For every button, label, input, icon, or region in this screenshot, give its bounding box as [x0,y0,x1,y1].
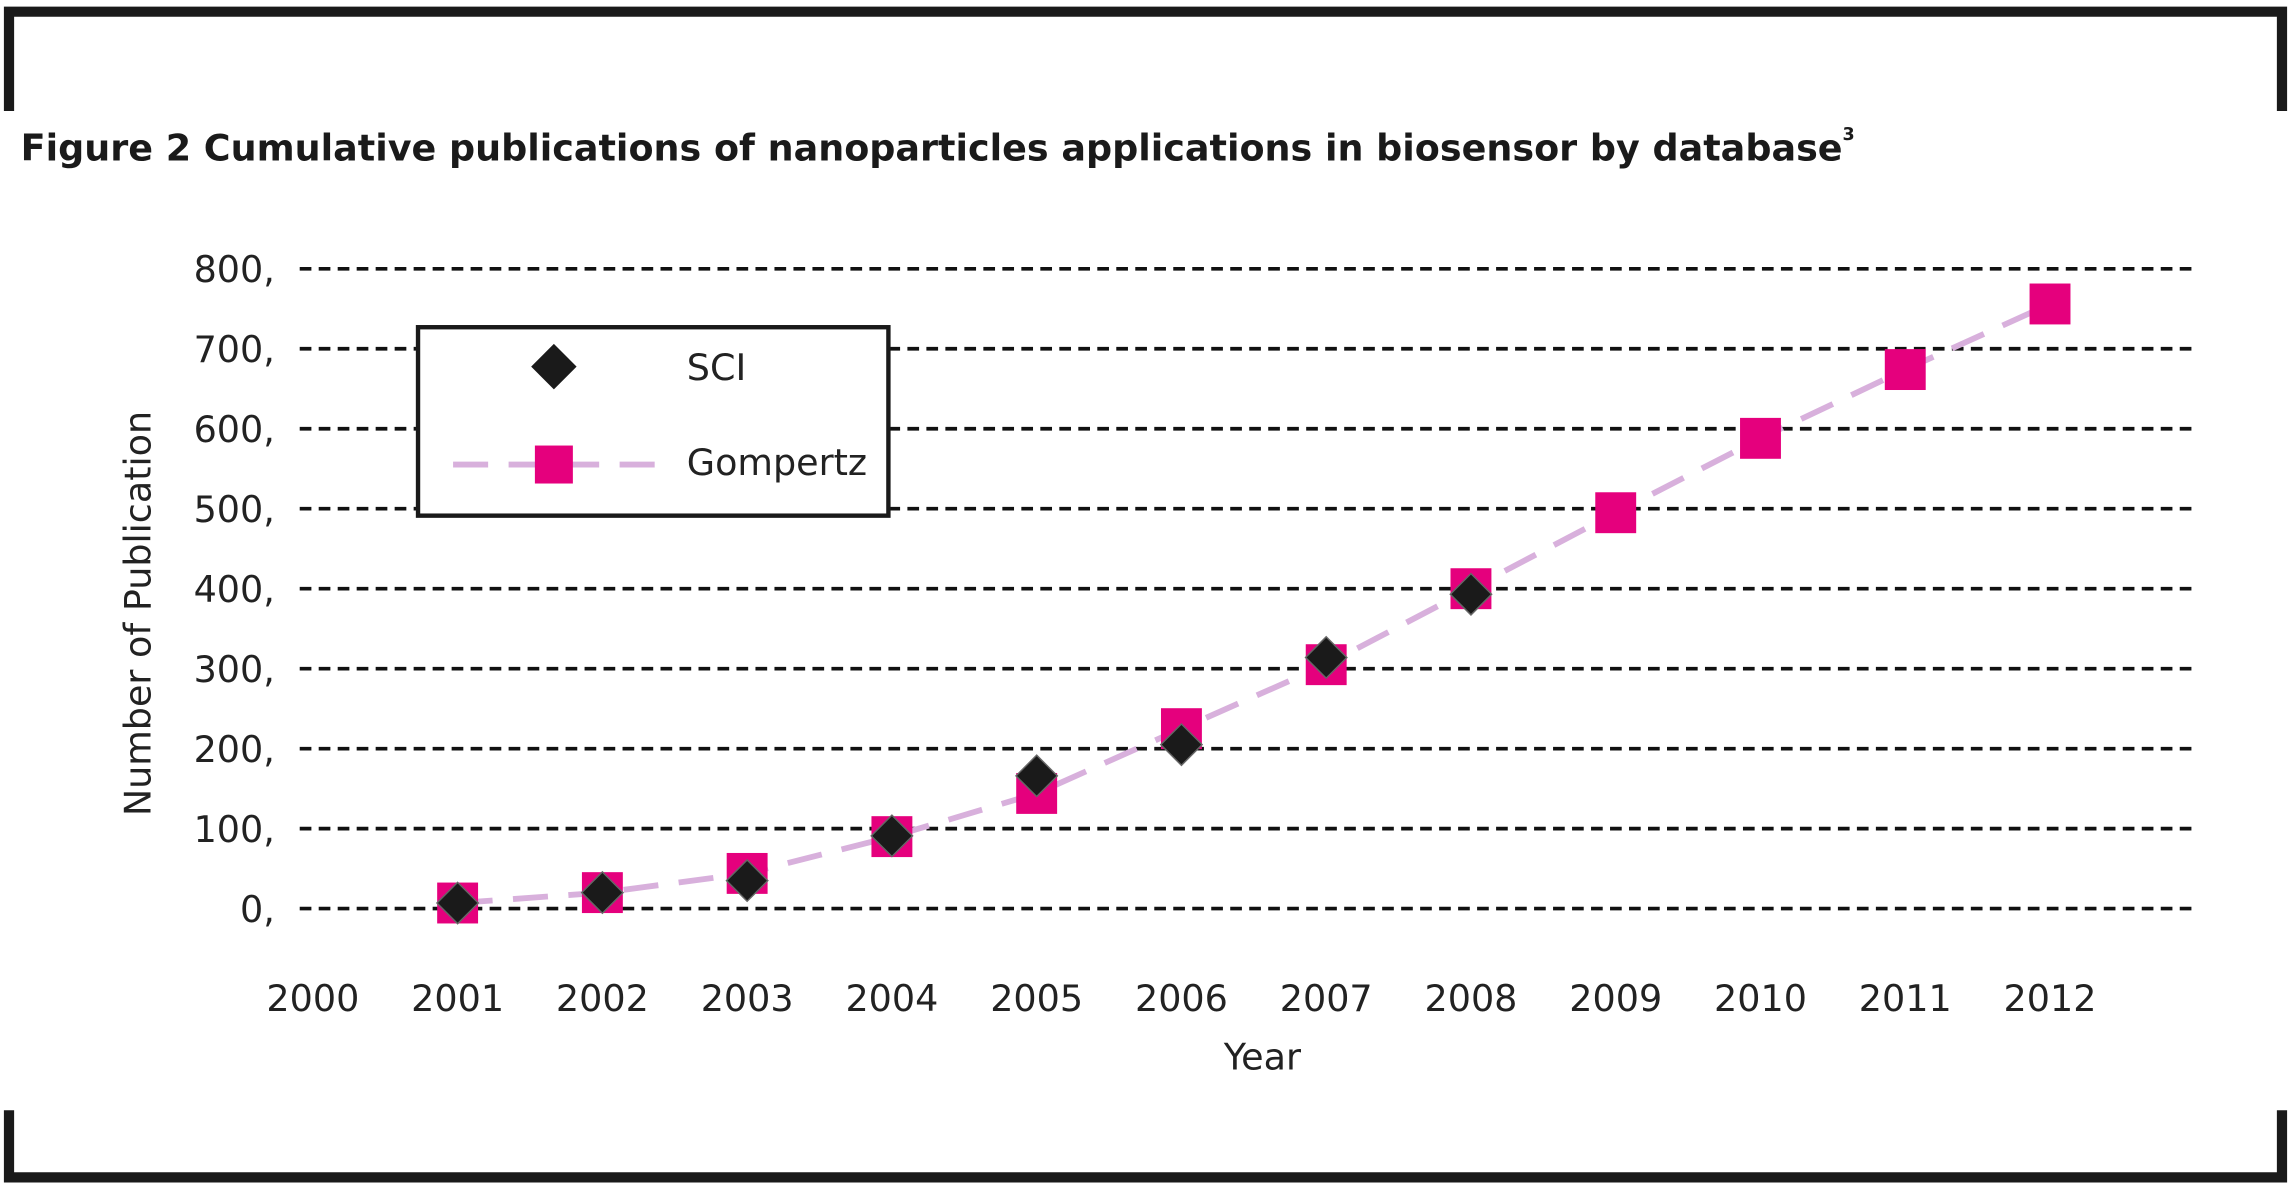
legend: SCI Gompertz [415,325,891,518]
y-tick-label: 200, [194,728,275,771]
y-axis-label: Number of Publication [117,411,160,816]
gompertz-point [1884,349,1926,391]
figure-number: Figure 2 [21,127,191,170]
gompertz-point [1595,492,1637,534]
legend-label-sci: SCI [687,346,746,389]
x-tick-label: 2004 [845,977,938,1020]
figure-caption: Cumulative publications of nanoparticles… [191,127,1842,170]
y-tick-label: 100, [194,808,275,851]
x-tick-label: 2008 [1425,977,1518,1020]
x-tick-label: 2006 [1135,977,1228,1020]
y-tick-labels: 0, 100, 200, 300, 400, 500, 600, 700, 800, [194,248,275,931]
legend-square-icon [534,445,573,484]
sci-point [725,858,769,903]
sci-point [435,881,480,925]
x-tick-label: 2010 [1714,977,1807,1020]
y-tick-label: 800, [194,248,275,291]
footnote-ref: 3 [1843,125,1855,145]
sci-point [1014,754,1059,798]
x-axis-label: Year [1223,1035,1301,1078]
y-tick-label: 700, [194,328,275,371]
plot-area [435,283,2071,925]
y-tick-label: 400, [194,568,275,611]
legend-diamond-icon [531,343,577,390]
sci-point [580,870,625,915]
x-tick-label: 2009 [1569,977,1662,1020]
sci-point [1449,572,1493,616]
gompertz-point [1740,417,1781,459]
sci-point [1304,635,1348,680]
frame [3,6,2288,1183]
x-tick-label: 2005 [990,977,1083,1020]
figure-title: Figure 2 Cumulative publications of nano… [21,125,1855,169]
x-tick-label: 2000 [266,977,359,1020]
x-tick-label: 2011 [1859,977,1952,1020]
y-tick-label: 500, [194,488,275,531]
sci-point [1159,722,1204,767]
x-tick-labels: 2000 2001 2002 2003 2004 2005 2006 2007 2008 2009… [266,977,2096,1020]
x-tick-label: 2001 [411,977,504,1020]
gompertz-point [2029,283,2071,325]
y-tick-label: 300, [194,648,275,691]
sci-point [870,814,914,858]
y-tick-label: 600, [194,408,275,451]
x-tick-label: 2003 [701,977,794,1020]
x-tick-label: 2007 [1280,977,1373,1020]
x-tick-label: 2002 [556,977,649,1020]
x-tick-label: 2012 [2004,977,2097,1020]
legend-label-gompertz: Gompertz [687,441,867,484]
y-tick-label: 0, [240,888,275,931]
